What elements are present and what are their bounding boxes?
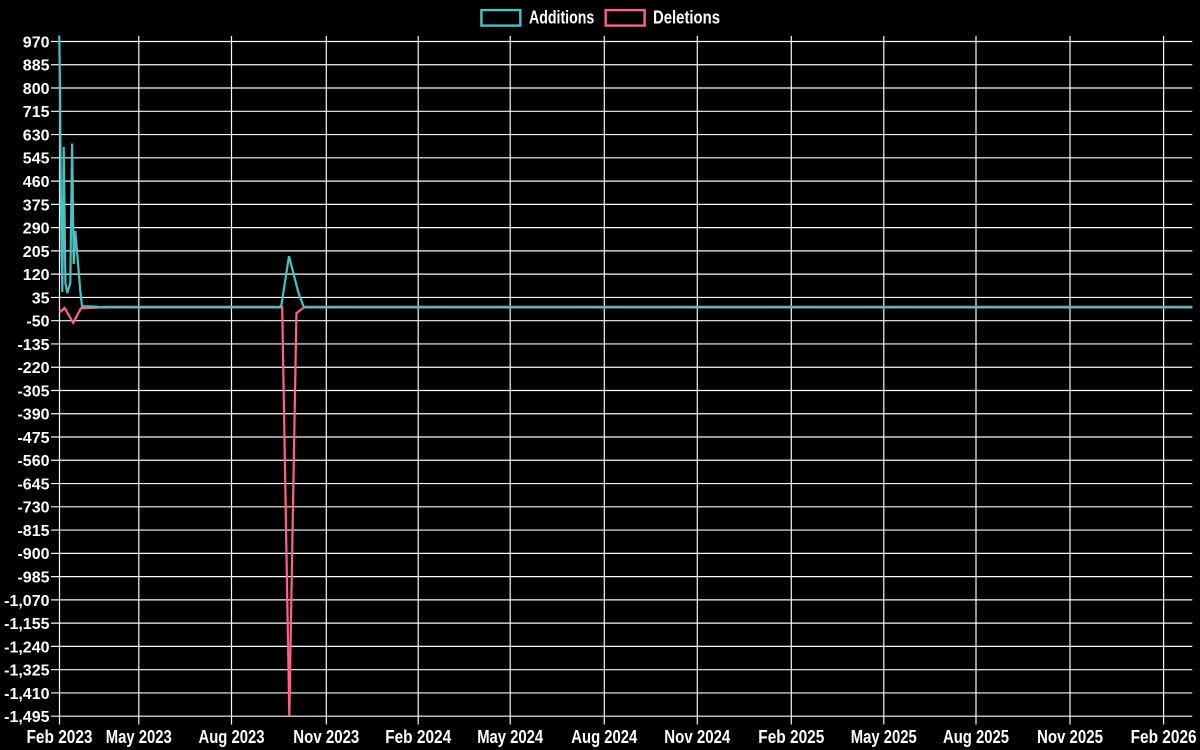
svg-text:460: 460 (23, 174, 50, 191)
svg-text:-1,410: -1,410 (4, 686, 49, 703)
svg-text:885: 885 (23, 58, 50, 75)
svg-text:Feb 2026: Feb 2026 (1131, 727, 1197, 747)
svg-text:-815: -815 (17, 523, 49, 540)
svg-text:-1,070: -1,070 (4, 593, 49, 610)
svg-text:-1,325: -1,325 (4, 663, 49, 680)
svg-text:-390: -390 (17, 407, 49, 424)
svg-text:-1,495: -1,495 (4, 709, 49, 726)
svg-text:May 2023: May 2023 (106, 727, 172, 747)
svg-text:-135: -135 (17, 337, 49, 354)
svg-text:-985: -985 (17, 570, 49, 587)
svg-text:-730: -730 (17, 500, 49, 517)
svg-text:-900: -900 (17, 546, 49, 563)
svg-text:Nov 2023: Nov 2023 (293, 727, 359, 747)
svg-text:Additions: Additions (529, 7, 594, 27)
svg-text:545: 545 (23, 151, 50, 168)
svg-text:-1,240: -1,240 (4, 639, 49, 656)
svg-text:-50: -50 (26, 314, 49, 331)
svg-text:-645: -645 (17, 476, 49, 493)
svg-text:35: 35 (32, 290, 50, 307)
svg-text:-475: -475 (17, 430, 49, 447)
svg-text:-305: -305 (17, 383, 49, 400)
svg-text:205: 205 (23, 244, 50, 261)
svg-text:-1,155: -1,155 (4, 616, 49, 633)
svg-text:Nov 2025: Nov 2025 (1037, 727, 1103, 747)
svg-text:May 2024: May 2024 (477, 727, 543, 747)
svg-text:Deletions: Deletions (653, 7, 720, 27)
svg-text:120: 120 (23, 267, 50, 284)
svg-text:-220: -220 (17, 360, 49, 377)
svg-text:Feb 2023: Feb 2023 (27, 727, 93, 747)
svg-text:630: 630 (23, 127, 50, 144)
svg-text:-560: -560 (17, 453, 49, 470)
svg-text:800: 800 (23, 81, 50, 98)
svg-text:Nov 2024: Nov 2024 (664, 727, 730, 747)
svg-text:Aug 2023: Aug 2023 (199, 727, 265, 747)
svg-text:May 2025: May 2025 (851, 727, 917, 747)
svg-text:Aug 2025: Aug 2025 (943, 727, 1009, 747)
svg-text:375: 375 (23, 197, 50, 214)
svg-text:970: 970 (23, 34, 50, 51)
svg-text:715: 715 (23, 104, 50, 121)
svg-text:Feb 2024: Feb 2024 (385, 727, 451, 747)
svg-text:Aug 2024: Aug 2024 (571, 727, 637, 747)
svg-text:Feb 2025: Feb 2025 (758, 727, 824, 747)
svg-text:290: 290 (23, 221, 50, 238)
